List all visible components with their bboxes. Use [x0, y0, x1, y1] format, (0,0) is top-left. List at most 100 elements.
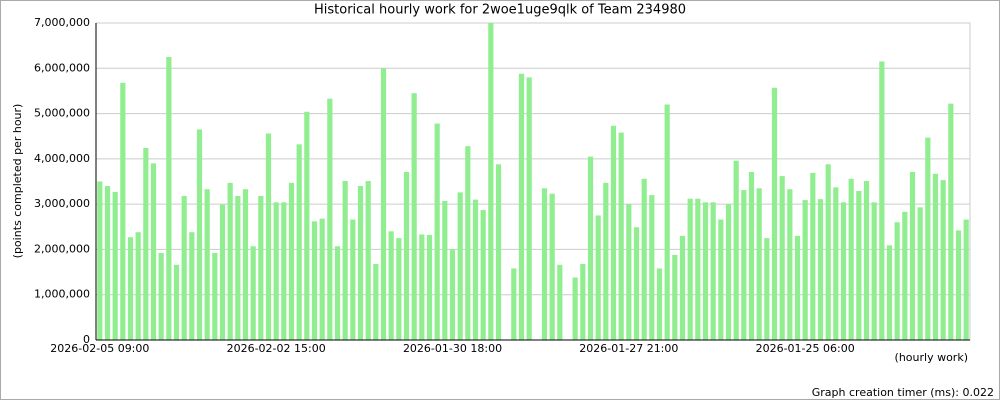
x-tick-label: 2026-01-27 21:00 [579, 342, 678, 355]
bar [327, 98, 333, 341]
bar [940, 180, 946, 340]
bar [894, 222, 900, 340]
bar [948, 103, 954, 340]
bar [173, 264, 180, 340]
x-tick-label: 2026-02-02 15:00 [227, 342, 326, 355]
bar [863, 181, 870, 340]
bar [932, 173, 939, 340]
y-tick-label: 4,000,000 [34, 152, 90, 165]
y-tick-label: 7,000,000 [34, 16, 90, 29]
bar [204, 189, 210, 340]
bar [626, 204, 632, 340]
bar [718, 219, 724, 340]
bar [495, 164, 502, 340]
bar [319, 218, 325, 340]
bar [587, 156, 594, 340]
bar [518, 73, 525, 340]
bar [112, 191, 118, 340]
bar [97, 181, 103, 340]
bar [373, 263, 379, 340]
x-axis-title: (hourly work) [895, 351, 968, 364]
bar [917, 207, 923, 340]
bar [886, 245, 893, 340]
bar [557, 264, 563, 340]
bar [710, 202, 716, 340]
bar [748, 171, 755, 340]
bar [664, 104, 670, 340]
chart-title: Historical hourly work for 2woe1uge9qlk … [314, 3, 686, 18]
bar [871, 202, 877, 340]
bar [181, 195, 187, 340]
bar [580, 263, 586, 340]
x-tick-label: 2026-01-30 18:00 [403, 342, 502, 355]
bar [334, 246, 341, 340]
bar [419, 234, 425, 340]
bar [304, 111, 310, 340]
bar [480, 210, 486, 340]
bar [902, 211, 908, 340]
bar [273, 202, 279, 340]
bar [687, 198, 693, 340]
bar [434, 123, 440, 340]
y-axis-title: (points completed per hour) [11, 104, 24, 259]
bar [856, 191, 862, 340]
x-tick-label: 2026-01-25 06:00 [756, 342, 855, 355]
bar [403, 171, 410, 340]
bar [656, 268, 663, 340]
bar [764, 238, 770, 340]
y-tick-label: 1,000,000 [34, 288, 90, 301]
bar [135, 232, 141, 340]
bar [472, 199, 479, 340]
bar [771, 87, 778, 340]
bar [265, 133, 272, 340]
bar [488, 23, 494, 340]
bar [679, 235, 686, 340]
bar [649, 195, 655, 340]
bar [695, 198, 701, 340]
bar [235, 195, 241, 340]
bar [411, 93, 417, 340]
y-tick-label: 0 [83, 333, 90, 346]
bar [595, 215, 601, 340]
bar [802, 200, 808, 340]
bar [848, 178, 854, 340]
bar [618, 132, 624, 340]
bar [840, 202, 847, 340]
bar [817, 199, 824, 340]
bar [166, 56, 172, 340]
bar [465, 146, 471, 340]
bar [296, 144, 302, 340]
bar [641, 178, 647, 340]
bar [610, 125, 617, 340]
footer: Graph creation timer (ms): 0.022 [812, 386, 994, 399]
bar [143, 147, 149, 340]
bar [925, 137, 931, 340]
bar [219, 204, 226, 340]
x-tick-label: 2026-02-05 09:00 [50, 342, 149, 355]
bar [549, 193, 555, 340]
bar [442, 200, 448, 340]
bar [212, 253, 218, 340]
bar [396, 238, 402, 340]
bar [150, 163, 157, 340]
y-tick-label: 2,000,000 [34, 242, 90, 255]
bar [127, 237, 134, 340]
bar [380, 68, 387, 341]
bar [787, 189, 793, 340]
bar [357, 186, 364, 340]
bar [350, 219, 356, 340]
y-tick-label: 6,000,000 [34, 61, 90, 74]
bar [810, 172, 816, 340]
bar [794, 235, 801, 340]
bar [955, 230, 962, 340]
bar [672, 254, 678, 340]
bar [756, 188, 762, 340]
bar [196, 129, 203, 340]
y-tick-label: 5,000,000 [34, 107, 90, 120]
bar [779, 176, 785, 340]
bar [733, 160, 739, 340]
bar [189, 232, 195, 340]
bar [572, 277, 578, 340]
bar [120, 82, 126, 340]
